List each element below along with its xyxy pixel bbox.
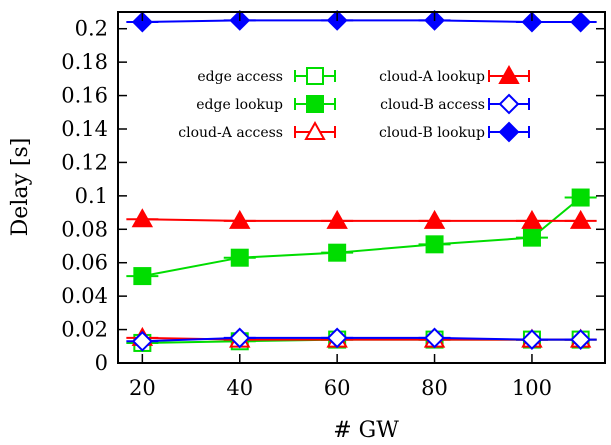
legend-marker bbox=[498, 93, 520, 115]
legend-label: cloud-B lookup bbox=[379, 125, 485, 141]
series-line bbox=[142, 218, 581, 222]
data-point bbox=[571, 188, 590, 207]
series-cloud-b-access bbox=[126, 327, 597, 352]
data-point bbox=[570, 329, 592, 351]
legend-entry: edge lookup bbox=[196, 95, 336, 113]
data-point bbox=[230, 248, 249, 267]
data-point bbox=[424, 327, 445, 349]
data-point bbox=[229, 327, 251, 349]
data-point bbox=[522, 228, 541, 247]
legend-marker bbox=[498, 121, 520, 143]
y-tick-label: 0 bbox=[95, 351, 108, 375]
legend-label: edge lookup bbox=[196, 97, 283, 113]
axes: 0 0.02 0.04 0.06 0.08 0.1 0.12 0.14 0.16 0.18 0.2 2… bbox=[61, 12, 605, 400]
series-edge-lookup bbox=[126, 188, 597, 286]
y-tick-label: 0.2 bbox=[75, 17, 108, 41]
legend-marker bbox=[498, 64, 520, 84]
data-point bbox=[326, 327, 348, 349]
legend-marker bbox=[304, 120, 326, 140]
legend-entry: cloud-B lookup bbox=[379, 121, 530, 143]
data-point bbox=[570, 11, 592, 33]
legend-label: edge access bbox=[197, 69, 283, 85]
y-tick-label: 0.08 bbox=[61, 217, 108, 241]
x-tick-label: 40 bbox=[226, 376, 253, 400]
data-point bbox=[521, 329, 543, 351]
legend-label: cloud-B access bbox=[380, 97, 485, 113]
plot-frame bbox=[117, 11, 606, 364]
data-point bbox=[521, 11, 543, 33]
legend-marker bbox=[306, 67, 324, 85]
x-axis-label: # GW bbox=[333, 418, 399, 443]
data-point bbox=[131, 208, 154, 228]
y-tick-label: 0.1 bbox=[75, 184, 108, 208]
data-point bbox=[133, 267, 152, 286]
data-point bbox=[229, 209, 251, 229]
y-tick-label: 0.02 bbox=[61, 318, 108, 342]
legend-label: cloud-A lookup bbox=[379, 69, 485, 85]
data-point bbox=[423, 209, 446, 229]
x-tick-label: 60 bbox=[324, 376, 351, 400]
data-point bbox=[328, 243, 347, 262]
series-line bbox=[142, 19, 581, 24]
y-tick-label: 0.18 bbox=[61, 50, 108, 74]
series-line bbox=[142, 196, 582, 278]
x-tick-label: 100 bbox=[512, 376, 552, 400]
y-tick-label: 0.04 bbox=[61, 284, 108, 308]
data-point bbox=[326, 209, 348, 229]
y-tick-label: 0.12 bbox=[61, 150, 108, 174]
x-tick-label: 80 bbox=[421, 376, 448, 400]
x-tick-label: 20 bbox=[129, 376, 156, 400]
y-axis-label: Delay [s] bbox=[8, 138, 33, 237]
series-cloud-b-lookup bbox=[126, 9, 597, 33]
data-point bbox=[569, 209, 592, 229]
y-tick-label: 0.14 bbox=[61, 117, 108, 141]
legend-entry: cloud-A lookup bbox=[379, 64, 530, 85]
legend-marker bbox=[306, 95, 324, 113]
y-tick-label: 0.06 bbox=[61, 251, 108, 275]
plot-series bbox=[126, 9, 597, 352]
legend: edge access edge lookup cloud-A access clou… bbox=[178, 64, 530, 143]
data-point bbox=[131, 330, 153, 352]
data-point bbox=[425, 235, 444, 254]
y-tick-label: 0.16 bbox=[61, 84, 108, 108]
legend-label: cloud-A access bbox=[178, 125, 283, 141]
series-cloud-a-lookup bbox=[126, 208, 597, 229]
legend-entry: edge access bbox=[197, 67, 336, 85]
legend-entry: cloud-B access bbox=[380, 93, 530, 115]
data-point bbox=[131, 11, 153, 33]
legend-entry: cloud-A access bbox=[178, 120, 336, 141]
data-point bbox=[521, 209, 543, 229]
